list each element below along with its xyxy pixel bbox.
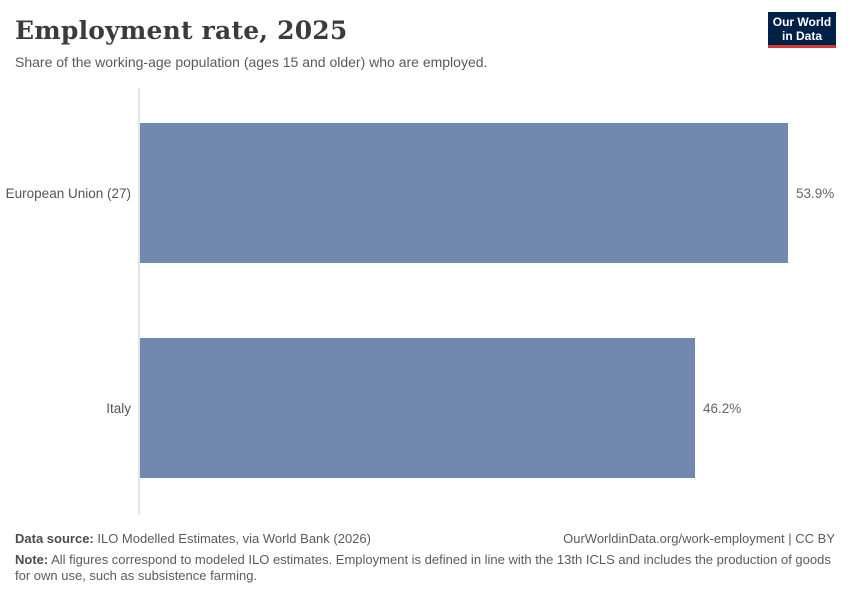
chart-subtitle: Share of the working-age population (age… <box>15 54 488 70</box>
bar-italy[interactable] <box>140 338 695 478</box>
owid-logo[interactable]: Our World in Data <box>768 12 836 48</box>
note-line: Note: All figures correspond to modeled … <box>15 552 835 584</box>
bar-european-union[interactable] <box>140 123 788 263</box>
note-text: All figures correspond to modeled ILO es… <box>15 552 831 583</box>
data-source-line: Data source: ILO Modelled Estimates, via… <box>15 531 371 547</box>
chart-title: Employment rate, 2025 <box>15 16 348 45</box>
owid-logo-line1: Our World <box>772 14 832 29</box>
owid-logo-line2: in Data <box>781 28 822 43</box>
y-axis-line <box>138 88 140 515</box>
bar-value-italy: 46.2% <box>703 400 742 416</box>
bar-label-european-union: European Union (27) <box>5 185 131 201</box>
note-label: Note: <box>15 552 49 567</box>
bar-label-italy: Italy <box>106 400 131 416</box>
bar-value-european-union: 53.9% <box>796 185 835 201</box>
data-source-text: ILO Modelled Estimates, via World Bank (… <box>93 531 371 546</box>
citation-link[interactable]: OurWorldinData.org/work-employment | CC … <box>563 531 835 546</box>
chart-footer: Data source: ILO Modelled Estimates, via… <box>15 531 835 584</box>
bar-row-italy: Italy 46.2% <box>0 338 850 478</box>
bar-row-european-union: European Union (27) 53.9% <box>0 123 850 263</box>
data-source-label: Data source: <box>15 531 94 546</box>
